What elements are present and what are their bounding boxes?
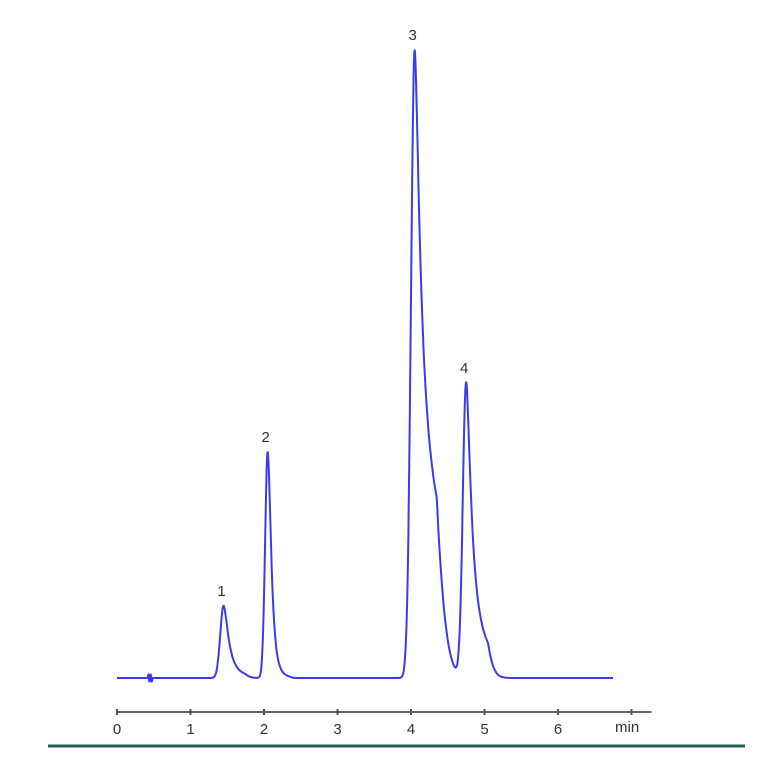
- peak-label: 2: [262, 429, 270, 446]
- chromatogram-trace: [116, 49, 614, 683]
- x-tick-label: 4: [407, 721, 415, 738]
- x-tick-label: 6: [554, 721, 562, 738]
- peak-label: 4: [460, 360, 468, 377]
- x-tick-label: 5: [480, 721, 488, 738]
- peak-label: 3: [409, 27, 417, 44]
- peak-label: 1: [217, 583, 225, 600]
- x-axis-label: min: [615, 719, 639, 736]
- x-tick-label: 0: [113, 721, 121, 738]
- x-tick-label: 1: [186, 721, 194, 738]
- x-tick-label: 2: [260, 721, 268, 738]
- x-tick-label: 3: [333, 721, 341, 738]
